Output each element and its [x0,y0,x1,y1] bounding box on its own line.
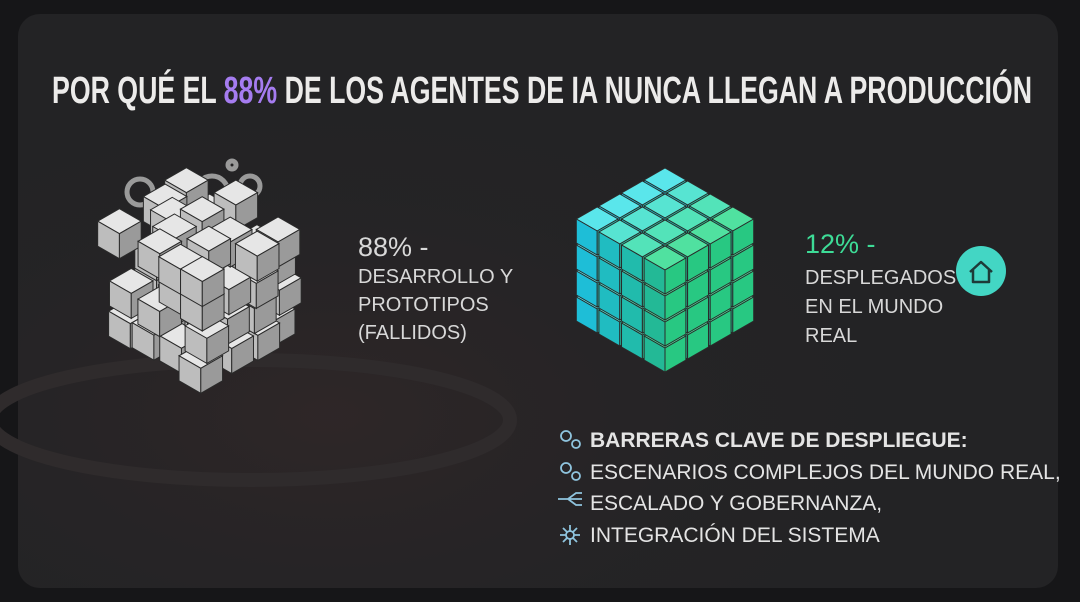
cube-right [278,276,302,317]
barrier-item: INTEGRACIÓN DEL SISTEMA [590,524,880,547]
failed-line: DESARROLLO Y [358,266,513,288]
barrier-icons [558,430,582,545]
cube-right [256,242,280,283]
cube-right [709,231,732,269]
cube-right [200,354,224,395]
cube-right [231,335,254,375]
barriers-heading: BARRERAS CLAVE DE DESPLIEGUE: [590,429,968,452]
cube-right [664,309,687,347]
cube-right [732,296,755,334]
home-icon [956,246,1006,296]
barrier-item: ESCENARIOS COMPLEJOS DEL MUNDO REAL, [590,461,1061,484]
cube-right [732,218,755,256]
cube-right [687,270,709,308]
title-after: DE LOS AGENTES DE IA NUNCA LLEGAN A PROD… [285,68,1032,112]
cube-right [732,244,755,282]
cube-right [664,283,687,321]
failed-line: PROTOTIPOS [358,294,489,316]
cube-right [228,276,252,316]
failed-stat: 88% - [358,232,429,262]
cube-right [201,268,225,308]
cube-right [206,325,230,365]
icon-gear [571,471,581,481]
cube-right [732,270,755,308]
solid-cube [575,167,755,373]
deployed-stat: 12% - [805,229,876,259]
cube-right [687,322,709,360]
broken-cube [96,167,303,395]
cube-right [664,257,687,295]
deployed-line: EN EL MUNDO [805,296,943,318]
cube-right [255,270,279,310]
icon-flow [558,492,582,506]
cube-right [709,283,732,321]
barrier-item: ESCALADO Y GOBERNANZA, [590,492,882,515]
icon-network [560,525,580,545]
cube-right [118,220,142,260]
deployed-line: DESPLEGADOS [805,267,956,289]
cube-right [709,309,732,347]
deployed-line: REAL [805,325,857,347]
icon-gear [560,462,572,474]
icon-gear [560,430,572,442]
icon-gear [571,439,581,449]
title-highlight: 88% [224,70,277,112]
cube-right [709,257,732,295]
title: POR QUÉ EL 88% DE LOS AGENTES DE IA NUNC… [52,68,1032,112]
failed-line: (FALLIDOS) [358,322,467,344]
title-before: POR QUÉ EL [52,68,217,112]
cube-right [257,322,281,362]
panel-glow [18,14,1058,588]
cube-right [687,296,709,334]
cube-right [664,335,687,373]
gear [225,158,239,172]
cube-right [687,244,709,282]
